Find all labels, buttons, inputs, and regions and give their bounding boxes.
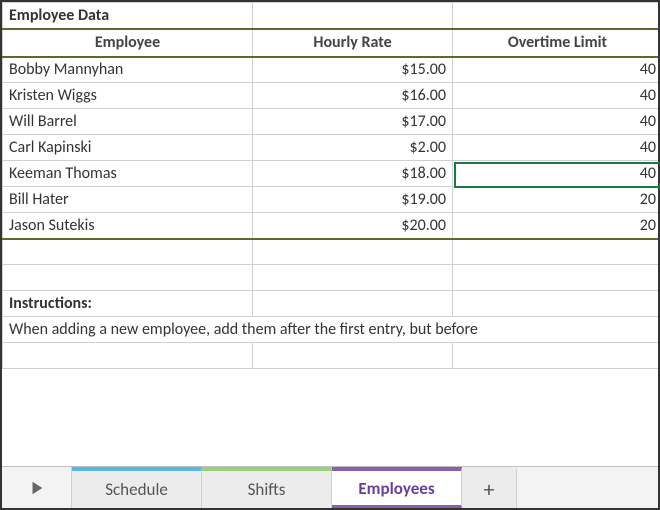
tab-label: Employees	[358, 478, 434, 499]
cell-employee-name[interactable]: Carl Kapinski	[3, 135, 253, 161]
col-header-ot[interactable]: Overtime Limit	[453, 29, 659, 57]
col-header-employee[interactable]: Employee	[3, 29, 253, 57]
cell-empty[interactable]	[253, 265, 453, 291]
cell-employee-name[interactable]: Kristen Wiggs	[3, 83, 253, 109]
cell-overtime-limit[interactable]: 40	[453, 57, 659, 83]
cell-hourly-rate[interactable]: $20.00	[253, 213, 453, 239]
cell-empty[interactable]	[253, 3, 453, 29]
cell-empty[interactable]	[253, 239, 453, 265]
cell-hourly-rate[interactable]: $17.00	[253, 109, 453, 135]
instructions-text[interactable]: When adding a new employee, add them aft…	[3, 317, 659, 343]
tab-label: Schedule	[105, 479, 168, 500]
cell-empty[interactable]	[253, 291, 453, 317]
instructions-label[interactable]: Instructions:	[3, 291, 253, 317]
cell-employee-name[interactable]: Will Barrel	[3, 109, 253, 135]
tab-shifts[interactable]: Shifts	[202, 467, 332, 508]
cell-employee-name[interactable]: Jason Sutekis	[3, 213, 253, 239]
cell-empty[interactable]	[453, 239, 659, 265]
employee-table: Employee Data Employee Hourly Rate Overt…	[2, 2, 658, 369]
cell-hourly-rate[interactable]: $15.00	[253, 57, 453, 83]
plus-icon: +	[484, 476, 495, 503]
play-icon	[28, 479, 46, 497]
cell-overtime-limit[interactable]: 40	[453, 109, 659, 135]
page-title: Employee Data	[3, 3, 253, 29]
cell-hourly-rate[interactable]: $16.00	[253, 83, 453, 109]
tab-label: Shifts	[248, 479, 286, 500]
tab-scroll-button[interactable]	[2, 467, 72, 508]
cell-empty[interactable]	[3, 239, 253, 265]
col-header-rate[interactable]: Hourly Rate	[253, 29, 453, 57]
tab-add-sheet[interactable]: +	[462, 467, 517, 508]
cell-hourly-rate[interactable]: $18.00	[253, 161, 453, 187]
tab-schedule[interactable]: Schedule	[72, 467, 202, 508]
cell-hourly-rate[interactable]: $19.00	[253, 187, 453, 213]
cell-empty[interactable]	[3, 265, 253, 291]
cell-empty[interactable]	[253, 343, 453, 369]
cell-hourly-rate[interactable]: $2.00	[253, 135, 453, 161]
worksheet-area[interactable]: Employee Data Employee Hourly Rate Overt…	[2, 2, 658, 466]
cell-empty[interactable]	[453, 291, 659, 317]
cell-overtime-limit[interactable]: 40	[453, 135, 659, 161]
cell-employee-name[interactable]: Bobby Mannyhan	[3, 57, 253, 83]
cell-empty[interactable]	[453, 3, 659, 29]
cell-overtime-limit[interactable]: 20	[453, 187, 659, 213]
cell-employee-name[interactable]: Keeman Thomas	[3, 161, 253, 187]
cell-overtime-limit[interactable]: 40	[453, 161, 659, 187]
cell-empty[interactable]	[3, 343, 253, 369]
cell-empty[interactable]	[453, 343, 659, 369]
tabstrip-spacer	[517, 467, 658, 508]
sheet-tab-strip: Schedule Shifts Employees +	[2, 466, 658, 508]
tab-employees[interactable]: Employees	[332, 467, 462, 508]
cell-overtime-limit[interactable]: 40	[453, 83, 659, 109]
cell-overtime-limit[interactable]: 20	[453, 213, 659, 239]
cell-empty[interactable]	[453, 265, 659, 291]
cell-employee-name[interactable]: Bill Hater	[3, 187, 253, 213]
